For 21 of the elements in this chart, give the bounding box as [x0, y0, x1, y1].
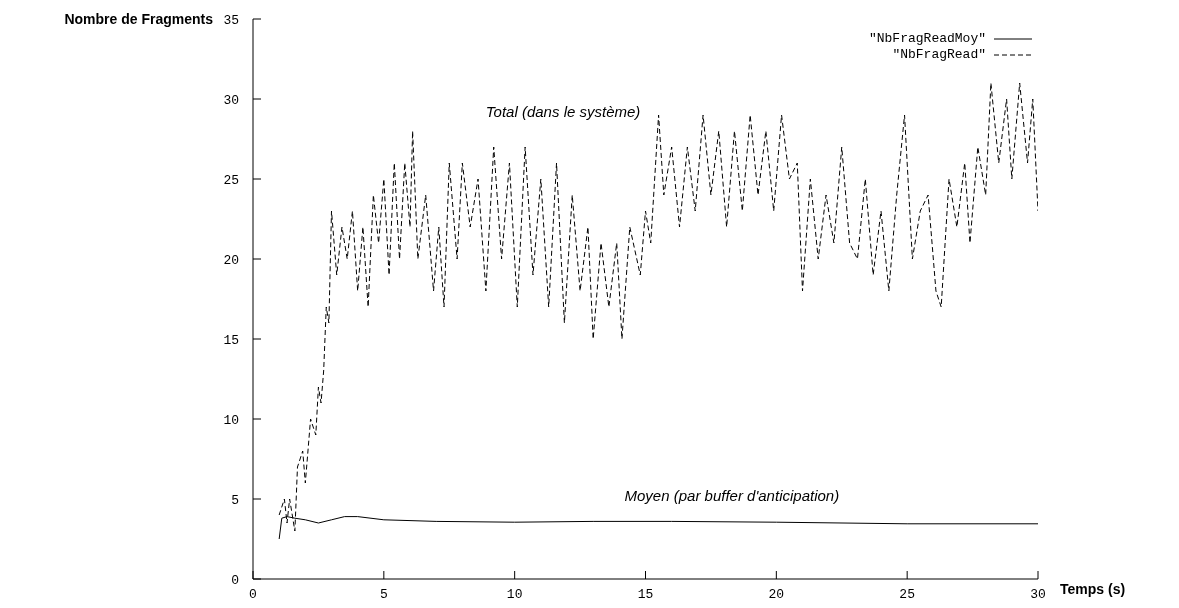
- y-tick-label: 20: [223, 252, 239, 268]
- y-tick-label: 25: [223, 172, 239, 188]
- y-tick-label: 5: [231, 492, 239, 508]
- x-tick-label: 25: [899, 587, 915, 603]
- legend-label: "NbFragRead": [892, 47, 986, 62]
- y-tick-label: 15: [223, 332, 239, 348]
- annotation: Moyen (par buffer d'anticipation): [624, 486, 840, 504]
- y-tick-label: 30: [223, 92, 239, 108]
- x-axis-title: Temps (s): [1060, 581, 1126, 597]
- x-tick-label: 15: [637, 587, 654, 603]
- x-tick-label: 10: [506, 587, 523, 603]
- y-axis-title: Nombre de Fragments: [64, 11, 213, 27]
- y-tick-label: 35: [223, 12, 239, 28]
- y-tick-label: 0: [231, 572, 239, 588]
- x-tick-label: 30: [1030, 587, 1046, 603]
- x-tick-label: 20: [768, 587, 785, 603]
- x-tick-label: 5: [379, 587, 388, 603]
- legend-label: "NbFragReadMoy": [868, 31, 986, 46]
- y-tick-label: 10: [223, 412, 239, 428]
- x-tick-label: 0: [249, 587, 257, 603]
- annotation: Total (dans le système): [485, 102, 641, 120]
